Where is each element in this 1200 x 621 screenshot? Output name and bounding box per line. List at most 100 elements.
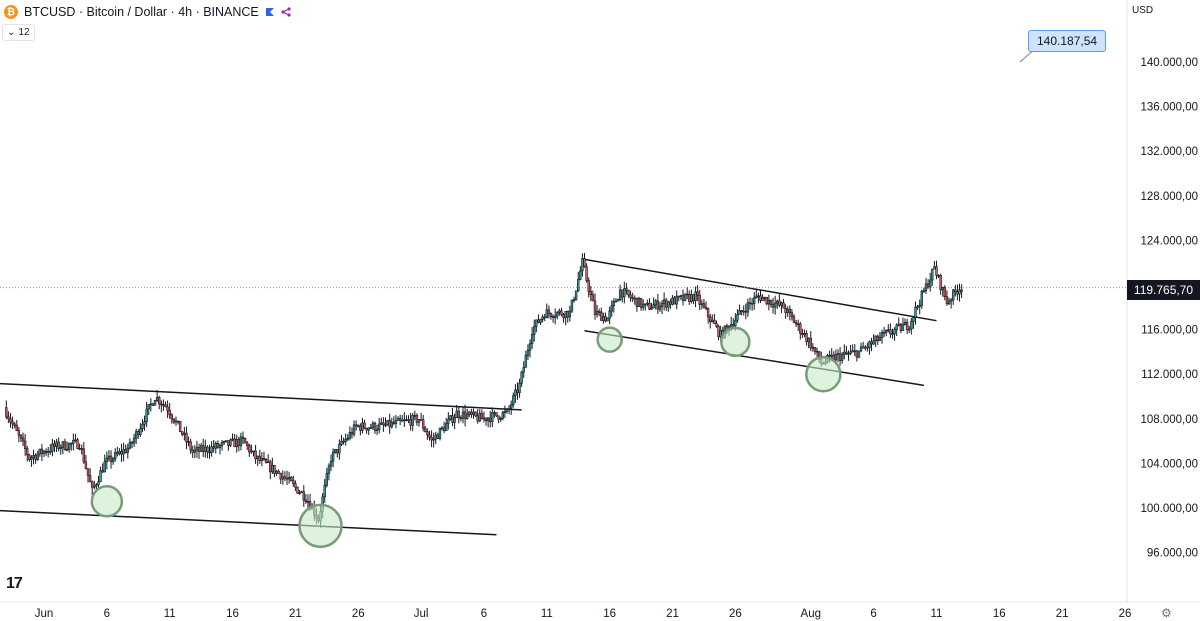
currency-label[interactable]: USD <box>1132 5 1154 16</box>
candle-up <box>103 461 106 473</box>
candle-down <box>162 404 165 406</box>
candle-down <box>185 432 188 443</box>
candle-up <box>512 395 515 406</box>
candle-up <box>97 481 100 486</box>
candle-down <box>409 419 412 426</box>
candle-down <box>15 425 18 431</box>
candle-up <box>539 319 542 323</box>
candle-down <box>262 458 266 460</box>
price-tick-label: 124.000,00 <box>1140 235 1198 247</box>
candle-up <box>641 303 645 308</box>
candle-down <box>463 411 467 419</box>
candle-up <box>482 417 486 420</box>
circled-low-marker <box>805 355 842 393</box>
candle-up <box>327 465 331 474</box>
candle-down <box>960 289 963 292</box>
candle-up <box>612 300 616 306</box>
candle-down <box>294 483 297 488</box>
candle-up <box>558 310 561 313</box>
candle-up <box>507 407 511 410</box>
candle-up <box>204 446 207 452</box>
candle-down <box>790 312 794 318</box>
candle-up <box>864 346 867 349</box>
candle-up <box>405 419 408 421</box>
candle-up <box>912 317 915 322</box>
indicators-collapse-button[interactable]: ⌄ 12 <box>2 24 35 41</box>
candle-up <box>371 422 375 428</box>
candle-down <box>216 443 220 448</box>
candle-down <box>769 299 773 305</box>
candle-up <box>183 432 186 435</box>
candle-up <box>329 460 333 467</box>
candle-down <box>80 448 83 450</box>
candle-up <box>147 404 150 410</box>
candle-down <box>562 314 565 319</box>
candle-up <box>662 299 666 304</box>
tradingview-logo[interactable]: 17 <box>6 575 23 592</box>
candle-up <box>334 449 337 453</box>
candle-down <box>792 316 796 324</box>
candle-up <box>650 307 653 310</box>
time-tick-label: 11 <box>164 608 176 620</box>
candle-up <box>141 423 144 430</box>
candle-up <box>231 438 234 441</box>
candle-down <box>137 431 140 436</box>
candle-up <box>514 389 517 397</box>
candle-down <box>744 310 748 313</box>
candle-up <box>390 421 393 428</box>
candle-down <box>109 455 113 463</box>
candle-down <box>212 446 215 449</box>
candle-up <box>403 419 406 422</box>
candle-down <box>388 420 391 428</box>
price-axis[interactable]: 140.000,00 136.000,00 132.000,00 128.000,00… <box>1140 57 1198 560</box>
candle-down <box>725 325 729 328</box>
circled-low-marker <box>720 326 751 358</box>
price-tick-label: 104.000,00 <box>1140 458 1198 470</box>
candle-up <box>652 304 655 309</box>
candle-up <box>887 329 890 332</box>
candle-up <box>780 302 783 306</box>
candle-down <box>597 311 601 313</box>
candle-down <box>302 491 305 501</box>
time-axis[interactable]: Jun 6 11 16 21 26 Jul 6 11 16 21 26 Aug 6 11 16 21 26 <box>35 608 1132 620</box>
candle-down <box>591 294 595 302</box>
candle-down <box>805 333 808 343</box>
candle-up <box>851 350 854 353</box>
candle-up <box>528 343 532 351</box>
candle-down <box>283 476 287 479</box>
flag-icon[interactable] <box>265 7 275 17</box>
candle-up <box>344 438 347 442</box>
candle-up <box>880 332 884 338</box>
time-tick-label: 21 <box>289 608 302 620</box>
candle-down <box>759 295 762 301</box>
candle-up <box>93 485 96 488</box>
candle-up <box>918 305 921 307</box>
candle-up <box>614 300 618 303</box>
indicator-icon[interactable] <box>281 7 291 17</box>
candle-up <box>348 432 352 439</box>
candle-down <box>587 280 590 292</box>
candle-up <box>773 302 777 308</box>
candle-down <box>681 295 685 301</box>
candle-down <box>34 455 37 460</box>
candle-down <box>870 341 873 345</box>
candle-up <box>910 321 913 330</box>
symbol-header[interactable]: ₿ BTCUSD · Bitcoin / Dollar · 4h · BINAN… <box>4 3 291 21</box>
price-callout[interactable]: 140.187,54 <box>1028 30 1107 52</box>
candle-down <box>120 451 123 455</box>
candle-down <box>384 424 387 427</box>
price-tick-label: 140.000,00 <box>1140 57 1198 69</box>
candle-up <box>579 270 582 280</box>
price-tick-label: 96.000,00 <box>1147 548 1198 560</box>
candle-up <box>843 351 846 355</box>
candle-up <box>742 310 745 313</box>
candle-down <box>363 422 366 429</box>
candle-down <box>717 326 720 338</box>
candle-up <box>214 443 217 449</box>
candle-down <box>489 417 492 423</box>
candle-down <box>956 291 959 295</box>
gear-icon[interactable]: ⚙ <box>1161 606 1172 620</box>
candle-down <box>11 421 14 425</box>
chevron-down-icon: ⌄ <box>7 27 16 38</box>
